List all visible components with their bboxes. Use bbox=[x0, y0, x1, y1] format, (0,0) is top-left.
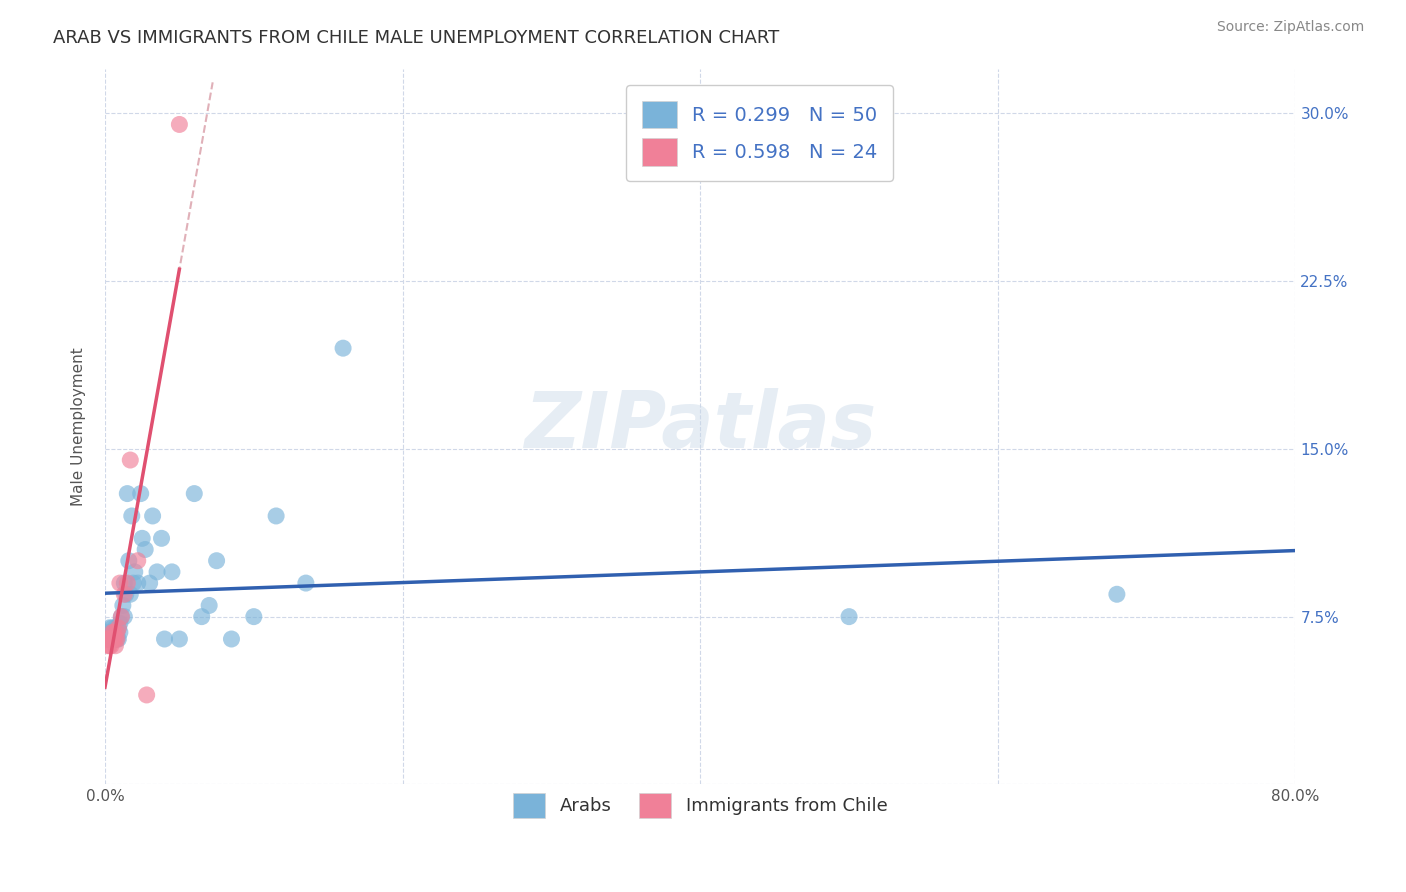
Text: Source: ZipAtlas.com: Source: ZipAtlas.com bbox=[1216, 20, 1364, 34]
Point bbox=[114, 587, 136, 601]
Point bbox=[105, 625, 128, 640]
Point bbox=[101, 625, 124, 640]
Point bbox=[129, 486, 152, 500]
Point bbox=[101, 621, 124, 635]
Point bbox=[98, 639, 121, 653]
Point bbox=[198, 599, 221, 613]
Point bbox=[117, 486, 139, 500]
Point bbox=[127, 576, 149, 591]
Point bbox=[295, 576, 318, 591]
Point bbox=[124, 565, 146, 579]
Point bbox=[332, 341, 354, 355]
Point bbox=[97, 632, 120, 646]
Point bbox=[190, 609, 212, 624]
Point bbox=[264, 508, 287, 523]
Point bbox=[98, 632, 121, 646]
Point bbox=[131, 532, 153, 546]
Point bbox=[104, 639, 127, 653]
Point bbox=[112, 576, 135, 591]
Point bbox=[107, 621, 129, 635]
Y-axis label: Male Unemployment: Male Unemployment bbox=[72, 347, 86, 506]
Point bbox=[183, 486, 205, 500]
Point bbox=[122, 576, 145, 591]
Point bbox=[101, 632, 124, 646]
Point bbox=[100, 639, 122, 653]
Point bbox=[103, 632, 125, 646]
Point bbox=[105, 632, 128, 646]
Point bbox=[1105, 587, 1128, 601]
Point bbox=[169, 632, 191, 646]
Point bbox=[104, 632, 127, 646]
Point bbox=[105, 625, 128, 640]
Point bbox=[221, 632, 243, 646]
Point bbox=[160, 565, 183, 579]
Point bbox=[96, 632, 118, 646]
Point bbox=[111, 599, 134, 613]
Point bbox=[112, 587, 135, 601]
Point bbox=[120, 587, 142, 601]
Point bbox=[205, 554, 228, 568]
Point bbox=[142, 508, 165, 523]
Point bbox=[107, 621, 129, 635]
Point bbox=[105, 632, 128, 646]
Point bbox=[104, 621, 127, 635]
Point bbox=[110, 609, 132, 624]
Point bbox=[100, 632, 122, 646]
Point bbox=[243, 609, 266, 624]
Point bbox=[169, 118, 191, 132]
Point bbox=[117, 576, 139, 591]
Point bbox=[134, 542, 156, 557]
Point bbox=[98, 621, 121, 635]
Point bbox=[107, 632, 129, 646]
Point bbox=[150, 532, 173, 546]
Point bbox=[100, 625, 122, 640]
Point bbox=[104, 632, 127, 646]
Legend: Arabs, Immigrants from Chile: Arabs, Immigrants from Chile bbox=[506, 786, 894, 825]
Point bbox=[103, 632, 125, 646]
Point bbox=[112, 609, 135, 624]
Point bbox=[120, 453, 142, 467]
Point bbox=[138, 576, 160, 591]
Point bbox=[110, 609, 132, 624]
Point bbox=[108, 616, 131, 631]
Text: ZIPatlas: ZIPatlas bbox=[524, 389, 876, 465]
Point bbox=[103, 625, 125, 640]
Point bbox=[101, 632, 124, 646]
Point bbox=[97, 632, 120, 646]
Text: ARAB VS IMMIGRANTS FROM CHILE MALE UNEMPLOYMENT CORRELATION CHART: ARAB VS IMMIGRANTS FROM CHILE MALE UNEMP… bbox=[53, 29, 780, 46]
Point bbox=[98, 632, 121, 646]
Point bbox=[127, 554, 149, 568]
Point bbox=[146, 565, 169, 579]
Point bbox=[838, 609, 860, 624]
Point bbox=[108, 576, 131, 591]
Point bbox=[96, 625, 118, 640]
Point bbox=[97, 639, 120, 653]
Point bbox=[135, 688, 157, 702]
Point bbox=[103, 625, 125, 640]
Point bbox=[118, 554, 141, 568]
Point bbox=[108, 625, 131, 640]
Point bbox=[153, 632, 176, 646]
Point bbox=[121, 508, 143, 523]
